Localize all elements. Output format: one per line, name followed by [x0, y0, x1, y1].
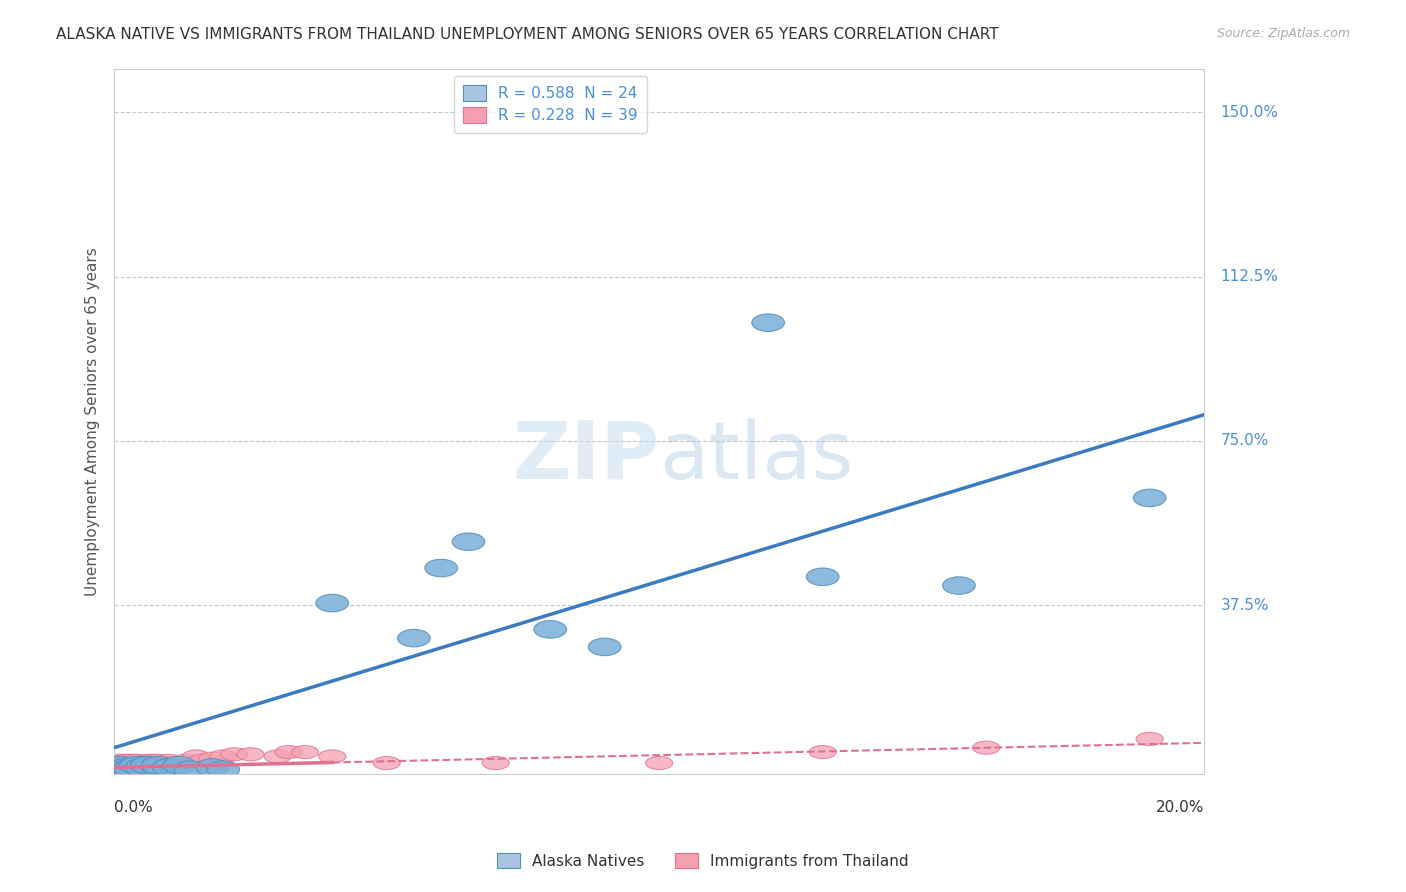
Ellipse shape: [142, 756, 174, 774]
Ellipse shape: [942, 577, 976, 594]
Ellipse shape: [111, 755, 139, 767]
Ellipse shape: [139, 755, 166, 767]
Ellipse shape: [207, 761, 239, 779]
Ellipse shape: [105, 755, 134, 767]
Ellipse shape: [188, 755, 215, 767]
Ellipse shape: [183, 750, 209, 763]
Ellipse shape: [128, 756, 155, 770]
Ellipse shape: [172, 755, 198, 767]
Ellipse shape: [453, 533, 485, 550]
Ellipse shape: [131, 756, 163, 774]
Ellipse shape: [588, 638, 621, 656]
Ellipse shape: [114, 758, 146, 776]
Ellipse shape: [145, 755, 172, 767]
Ellipse shape: [105, 758, 134, 772]
Ellipse shape: [120, 756, 152, 774]
Ellipse shape: [111, 758, 139, 772]
Ellipse shape: [276, 746, 302, 758]
Ellipse shape: [316, 594, 349, 612]
Ellipse shape: [142, 758, 174, 776]
Ellipse shape: [534, 621, 567, 638]
Text: 0.0%: 0.0%: [114, 800, 153, 815]
Ellipse shape: [482, 756, 509, 770]
Ellipse shape: [373, 756, 401, 770]
Ellipse shape: [209, 750, 236, 763]
Ellipse shape: [198, 752, 226, 765]
Ellipse shape: [195, 758, 229, 776]
Ellipse shape: [1136, 732, 1163, 746]
Legend: Alaska Natives, Immigrants from Thailand: Alaska Natives, Immigrants from Thailand: [498, 853, 908, 869]
Ellipse shape: [152, 758, 186, 776]
Ellipse shape: [752, 314, 785, 332]
Ellipse shape: [108, 758, 142, 776]
Text: 37.5%: 37.5%: [1220, 598, 1270, 613]
Ellipse shape: [973, 741, 1000, 755]
Ellipse shape: [128, 758, 155, 772]
Text: 20.0%: 20.0%: [1156, 800, 1204, 815]
Ellipse shape: [103, 756, 136, 774]
Ellipse shape: [319, 750, 346, 763]
Ellipse shape: [122, 755, 149, 767]
Ellipse shape: [125, 758, 157, 776]
Ellipse shape: [174, 761, 207, 779]
Text: Source: ZipAtlas.com: Source: ZipAtlas.com: [1216, 27, 1350, 40]
Ellipse shape: [139, 758, 166, 772]
Text: atlas: atlas: [659, 417, 853, 496]
Legend: R = 0.588  N = 24, R = 0.228  N = 39: R = 0.588 N = 24, R = 0.228 N = 39: [454, 76, 647, 133]
Ellipse shape: [645, 756, 673, 770]
Ellipse shape: [221, 747, 247, 761]
Ellipse shape: [114, 761, 146, 779]
Ellipse shape: [122, 758, 149, 772]
Ellipse shape: [149, 756, 177, 770]
Y-axis label: Unemployment Among Seniors over 65 years: Unemployment Among Seniors over 65 years: [86, 247, 100, 596]
Ellipse shape: [808, 746, 837, 758]
Text: 75.0%: 75.0%: [1220, 434, 1268, 449]
Ellipse shape: [398, 630, 430, 647]
Ellipse shape: [145, 758, 172, 772]
Text: ALASKA NATIVE VS IMMIGRANTS FROM THAILAND UNEMPLOYMENT AMONG SENIORS OVER 65 YEA: ALASKA NATIVE VS IMMIGRANTS FROM THAILAN…: [56, 27, 998, 42]
Ellipse shape: [163, 756, 195, 774]
Ellipse shape: [149, 758, 177, 772]
Ellipse shape: [425, 559, 457, 577]
Ellipse shape: [291, 746, 319, 758]
Text: ZIP: ZIP: [512, 417, 659, 496]
Ellipse shape: [134, 758, 160, 772]
Ellipse shape: [264, 750, 291, 763]
Ellipse shape: [236, 747, 264, 761]
Ellipse shape: [134, 755, 160, 767]
Ellipse shape: [117, 755, 145, 767]
Ellipse shape: [155, 755, 183, 767]
Ellipse shape: [1133, 489, 1166, 507]
Text: 112.5%: 112.5%: [1220, 269, 1278, 285]
Ellipse shape: [166, 758, 193, 772]
Ellipse shape: [101, 758, 128, 772]
Ellipse shape: [160, 756, 188, 770]
Ellipse shape: [806, 568, 839, 585]
Ellipse shape: [117, 758, 145, 772]
Text: 150.0%: 150.0%: [1220, 105, 1278, 120]
